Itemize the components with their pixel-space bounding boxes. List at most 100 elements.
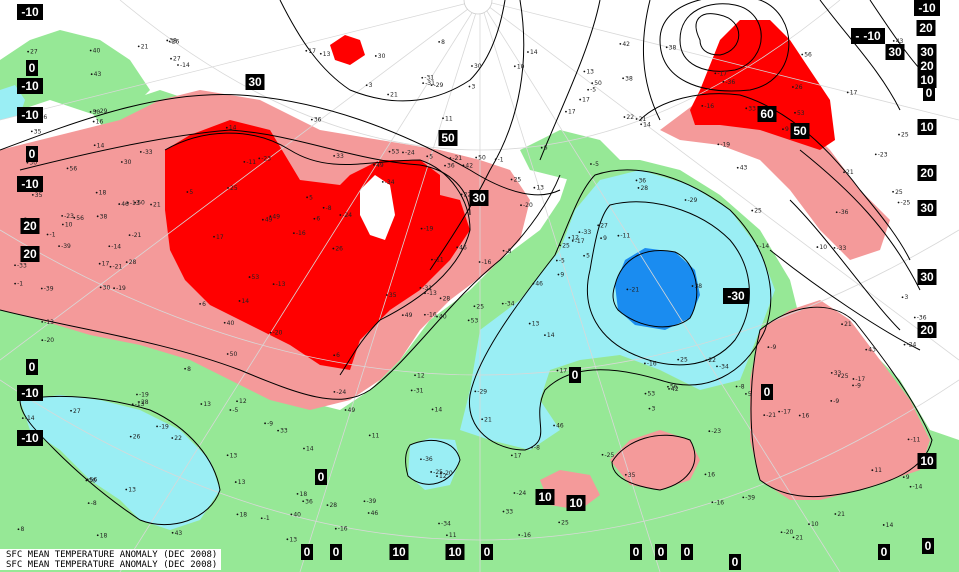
svg-text:-10: -10	[863, 29, 881, 43]
station-value: 13	[203, 401, 211, 408]
station-marker: -17	[571, 238, 585, 245]
station-value: 21	[484, 416, 492, 423]
station-value: 42	[671, 386, 679, 393]
station-value: 3	[905, 294, 909, 301]
station-value: 33	[336, 153, 344, 160]
station-value: -39	[366, 498, 376, 505]
station-value: 6	[316, 216, 320, 223]
station-value: 53	[471, 317, 479, 324]
station-marker: 16	[798, 413, 810, 420]
station-marker: 9	[600, 235, 607, 242]
station-marker: -25	[897, 199, 911, 206]
contour-label-l-20a: 20	[20, 218, 40, 234]
station-value: 40	[439, 314, 447, 321]
station-marker: 38	[622, 75, 633, 82]
svg-text:0: 0	[572, 368, 579, 382]
station-marker: 27	[27, 49, 38, 56]
svg-text:20: 20	[920, 323, 934, 337]
station-marker: 27	[597, 222, 608, 229]
station-marker: -8	[502, 248, 512, 255]
station-value: 53	[252, 274, 260, 281]
svg-text:-30: -30	[727, 289, 745, 303]
station-marker: 25	[558, 519, 569, 526]
contour-label-r-30b: 30	[917, 44, 937, 60]
contour-label-l-10c: -10	[17, 107, 43, 123]
svg-text:20: 20	[23, 219, 37, 233]
contour-label-ne-60: 60	[757, 106, 777, 122]
station-value: 27	[73, 408, 81, 415]
station-value: -31	[422, 285, 432, 292]
station-value: -16	[647, 360, 657, 367]
station-marker: -24	[402, 149, 415, 156]
station-value: 5	[586, 253, 590, 260]
station-value: -8	[534, 444, 540, 451]
station-marker: -33	[578, 229, 591, 236]
station-marker: -14	[21, 415, 35, 422]
station-value: 26	[335, 246, 343, 253]
station-value: -16	[482, 259, 492, 266]
station-value: 40	[227, 320, 235, 327]
station-value: 35	[34, 128, 42, 135]
contour-label-b-10a: 10	[389, 544, 409, 560]
station-marker: 28	[138, 399, 149, 406]
station-marker: -33	[14, 262, 27, 269]
station-marker: 6	[540, 145, 548, 152]
station-marker: 30	[99, 284, 110, 291]
station-value: -13	[427, 290, 437, 297]
station-value: -14	[111, 243, 121, 250]
station-marker: 5	[186, 189, 193, 196]
station-marker: -21	[763, 412, 776, 419]
station-marker: -13	[41, 319, 54, 326]
station-marker: -31	[410, 387, 424, 394]
svg-text:0: 0	[926, 86, 933, 100]
station-marker: 22	[460, 191, 471, 198]
station-marker: 12	[436, 473, 447, 480]
station-marker: 46	[553, 422, 564, 429]
station-value: -39	[44, 285, 54, 292]
svg-text:30: 30	[888, 45, 902, 59]
red-greenland-north	[690, 20, 835, 150]
station-value: 10	[819, 244, 827, 251]
cyan-west-atlantic	[20, 395, 220, 530]
station-value: 33	[834, 370, 842, 377]
station-marker: 12	[236, 398, 247, 405]
station-marker: 33	[502, 509, 513, 516]
station-marker: -9	[767, 344, 777, 351]
station-value: -24	[405, 149, 415, 156]
station-value: 28	[640, 185, 648, 192]
station-marker: 10	[513, 63, 525, 70]
station-value: 33	[748, 105, 756, 112]
station-marker: -20	[520, 202, 533, 209]
station-marker: -19	[113, 285, 126, 292]
svg-text:0: 0	[333, 545, 340, 559]
station-marker: -13	[424, 290, 437, 297]
station-marker: 5	[583, 253, 590, 260]
station-marker: 27	[70, 408, 81, 415]
station-marker: 16	[704, 471, 715, 478]
station-marker: 53	[794, 110, 805, 117]
station-marker: 40	[436, 314, 447, 321]
station-value: 11	[445, 115, 453, 122]
station-value: 14	[229, 125, 237, 132]
station-marker: 30	[120, 159, 132, 166]
station-marker: 25	[838, 373, 849, 380]
station-value: -24	[336, 389, 346, 396]
station-value: 30	[378, 53, 386, 60]
station-marker: 53	[644, 391, 655, 398]
station-marker: 27	[170, 56, 181, 63]
station-value: -17	[717, 70, 727, 77]
station-marker: -19	[156, 423, 169, 430]
station-value: -14	[913, 484, 923, 491]
svg-text:10: 10	[920, 73, 934, 87]
station-marker: -34	[716, 363, 729, 370]
station-marker: 21	[137, 43, 149, 50]
contour-label-r-30e: 30	[917, 200, 937, 216]
station-value: 14	[530, 49, 538, 56]
contour-label-tl-10a: -10	[17, 4, 43, 20]
station-value: 56	[90, 476, 98, 483]
station-value: 50	[230, 351, 238, 358]
station-value: 43	[740, 165, 748, 172]
station-value: 9	[785, 126, 789, 133]
station-value: -14	[180, 62, 190, 69]
station-marker: 46	[367, 510, 378, 517]
